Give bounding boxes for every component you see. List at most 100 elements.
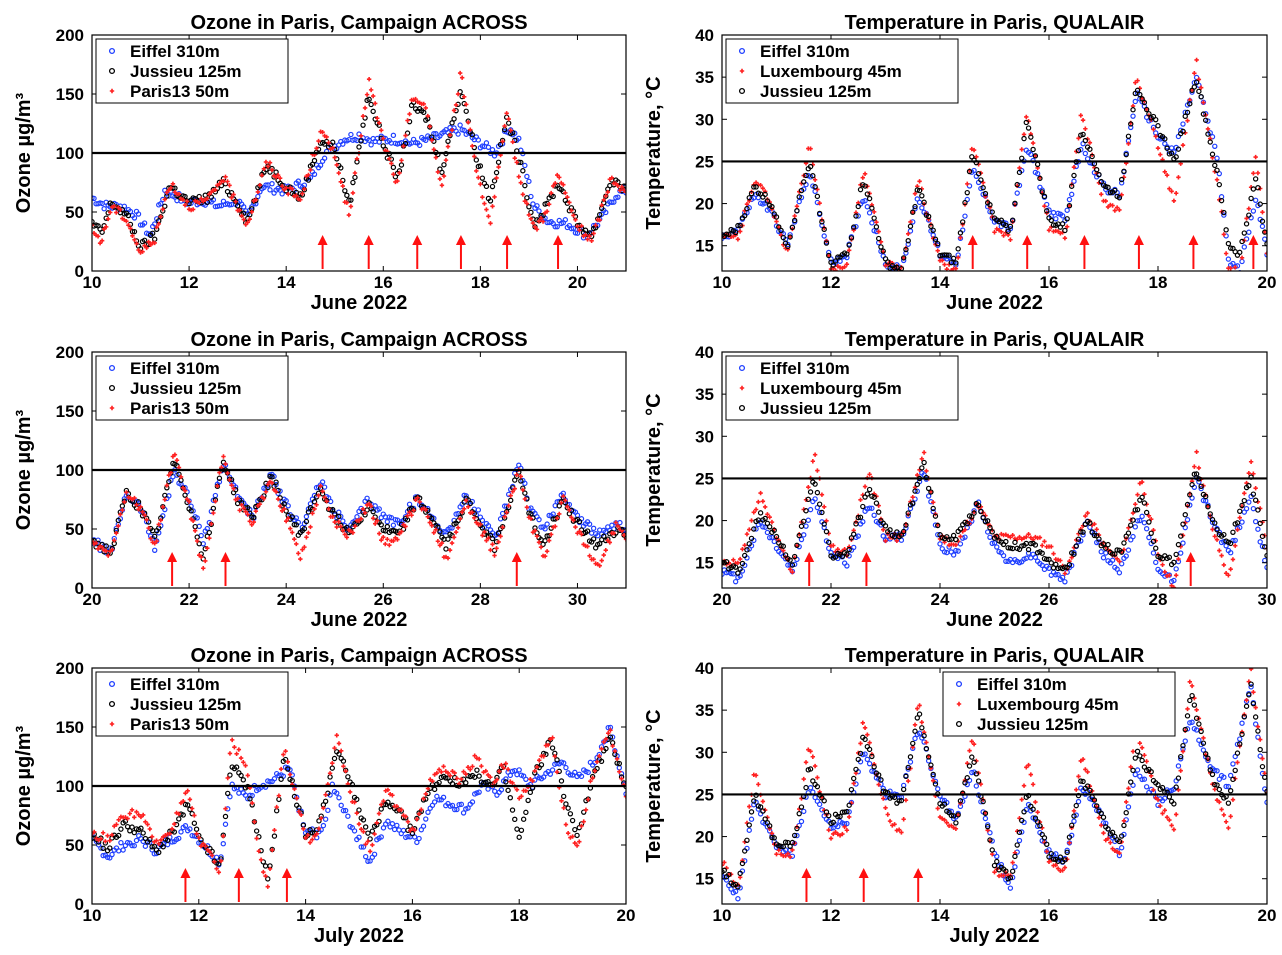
data-point — [778, 852, 784, 857]
data-point — [314, 146, 319, 151]
data-point — [375, 116, 380, 121]
data-point — [167, 831, 173, 837]
data-point — [1162, 808, 1168, 813]
data-point — [514, 472, 519, 477]
data-point — [162, 497, 168, 502]
data-point — [583, 232, 588, 237]
data-point — [735, 896, 741, 902]
data-point — [249, 514, 255, 520]
data-point — [534, 534, 540, 539]
data-point — [514, 826, 520, 832]
data-point — [524, 201, 530, 206]
data-point — [953, 266, 959, 271]
data-point — [585, 544, 590, 549]
data-point — [999, 229, 1004, 234]
data-point — [480, 533, 485, 538]
data-point — [894, 529, 900, 535]
data-point — [548, 532, 554, 537]
data-point — [1178, 753, 1184, 760]
data-point — [846, 544, 852, 549]
data-point — [896, 798, 902, 804]
data-point — [924, 740, 929, 745]
data-point — [731, 557, 736, 563]
data-point — [1003, 558, 1009, 564]
data-point — [1135, 492, 1140, 497]
data-point — [791, 832, 798, 839]
series-eiffel-310m — [92, 122, 626, 241]
data-point — [217, 470, 222, 475]
data-point — [935, 806, 940, 811]
event-arrow — [220, 552, 231, 586]
data-point — [485, 786, 491, 792]
data-point — [597, 217, 602, 223]
data-point — [806, 484, 811, 490]
data-point — [1096, 536, 1102, 542]
data-point — [1153, 795, 1158, 800]
x-axis-label: June 2022 — [946, 292, 1043, 314]
data-point — [536, 540, 542, 545]
data-point — [205, 196, 210, 201]
data-point — [439, 540, 445, 546]
data-point — [722, 862, 725, 868]
data-point — [365, 830, 371, 836]
data-point — [552, 754, 557, 759]
data-point — [935, 786, 941, 792]
data-point — [598, 758, 605, 765]
x-tick-label: 28 — [471, 590, 490, 609]
data-point — [1167, 186, 1172, 191]
x-tick-label: 10 — [83, 906, 102, 925]
data-point — [1087, 146, 1093, 152]
data-point — [603, 736, 609, 742]
data-point — [330, 761, 335, 766]
data-point — [211, 510, 216, 516]
data-point — [1044, 849, 1049, 854]
data-point — [524, 173, 530, 180]
data-point — [1037, 175, 1043, 182]
data-point — [1024, 114, 1029, 120]
data-point — [794, 825, 800, 832]
data-point — [265, 876, 271, 882]
data-point — [833, 829, 838, 835]
data-point — [1193, 79, 1200, 85]
data-point — [1000, 552, 1007, 559]
data-point — [303, 518, 310, 525]
data-point — [1016, 829, 1023, 836]
data-point — [311, 171, 318, 177]
data-point — [1207, 139, 1213, 145]
data-point — [1235, 760, 1240, 765]
data-point — [115, 517, 121, 524]
data-point — [1128, 779, 1134, 785]
data-point — [541, 754, 546, 759]
data-point — [303, 513, 310, 520]
data-point — [914, 488, 920, 494]
data-point — [385, 537, 390, 542]
data-point — [1212, 534, 1217, 539]
data-point — [900, 786, 907, 793]
data-point — [810, 754, 816, 759]
data-point — [1021, 809, 1027, 815]
x-tick-label: 30 — [1258, 590, 1277, 609]
data-point — [109, 832, 115, 838]
data-point — [131, 215, 138, 221]
data-point — [514, 787, 520, 792]
data-point — [851, 775, 857, 782]
data-point — [890, 823, 895, 828]
data-point — [919, 720, 925, 725]
data-point — [787, 567, 793, 572]
data-point — [490, 542, 495, 547]
data-point — [1228, 566, 1233, 572]
data-point — [1021, 783, 1027, 788]
arrow-head — [801, 868, 812, 878]
data-point — [1098, 810, 1104, 817]
data-point — [1123, 810, 1129, 816]
data-point — [869, 220, 875, 226]
data-point — [503, 761, 509, 766]
data-point — [764, 198, 771, 204]
data-point — [184, 802, 191, 808]
data-point — [935, 248, 940, 253]
data-point — [423, 137, 429, 144]
data-point — [769, 519, 775, 525]
data-point — [538, 216, 544, 221]
data-point — [1125, 530, 1132, 536]
